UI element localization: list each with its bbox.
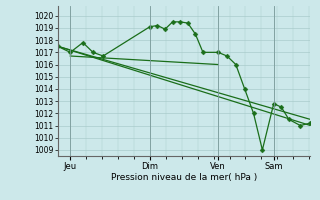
X-axis label: Pression niveau de la mer( hPa ): Pression niveau de la mer( hPa ) [111,173,257,182]
